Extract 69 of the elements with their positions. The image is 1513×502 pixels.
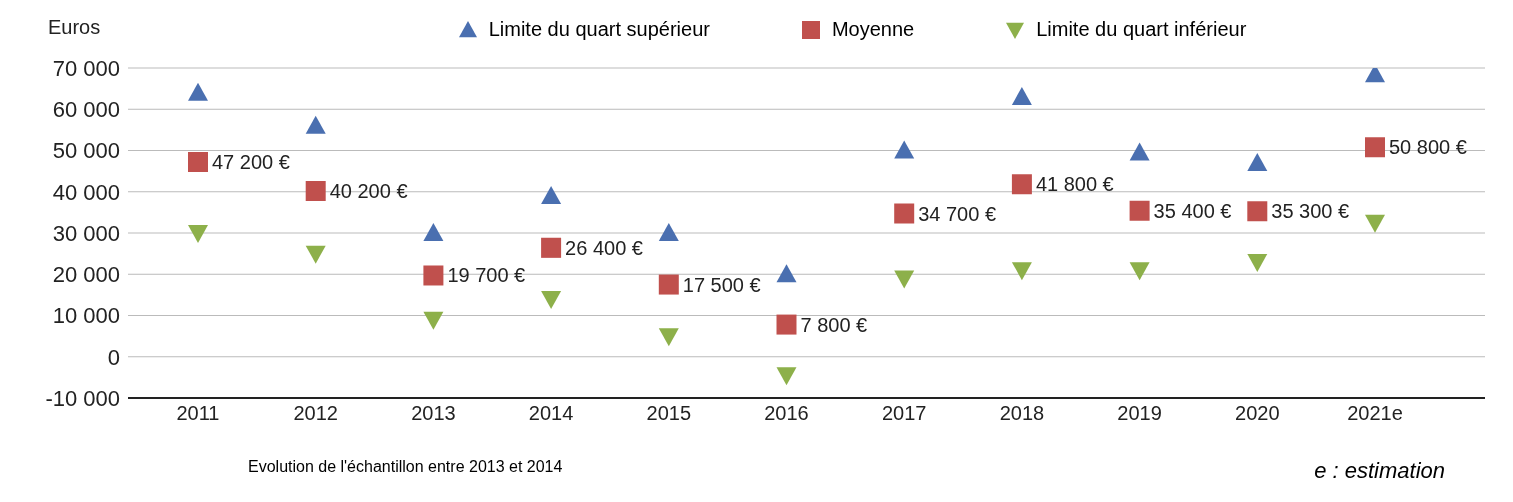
point (894, 270, 915, 289)
point (658, 274, 679, 295)
x-tick-label: 2012 (293, 402, 338, 425)
x-tick-label: 2018 (999, 402, 1045, 425)
point (305, 245, 326, 264)
point (541, 185, 562, 204)
point (894, 203, 915, 224)
point (1247, 152, 1268, 171)
point (1365, 137, 1385, 158)
data-label: 50 800 € (1389, 136, 1467, 159)
point (776, 314, 797, 335)
legend-label: Limite du quart supérieur (487, 18, 710, 41)
x-tick-label: 2019 (1117, 402, 1162, 425)
x-tick-label: 2017 (881, 402, 927, 425)
data-label: 35 400 € (1153, 199, 1232, 222)
data-label: 26 400 € (565, 236, 643, 259)
y-tick-label: 30 000 (52, 220, 120, 246)
point (658, 328, 679, 347)
y-axis-title: Euros (48, 16, 101, 39)
x-tick-label: 2020 (1235, 402, 1280, 425)
point (1247, 201, 1268, 222)
data-label: 17 500 € (682, 273, 761, 296)
text: Evolution de l'échantillon entre 2013 et 2014 (248, 458, 563, 477)
x-tick-label: 2021e (1347, 402, 1403, 425)
y-tick-label: -10 000 (45, 385, 120, 411)
point (1011, 262, 1032, 281)
point (1129, 142, 1150, 161)
point (894, 140, 915, 159)
point (1011, 86, 1032, 105)
data-label: 40 200 € (329, 179, 408, 202)
data-label: 7 800 € (800, 313, 868, 336)
y-tick-label: 20 000 (52, 262, 120, 288)
y-tick-label: 70 000 (52, 55, 120, 81)
x-tick-label: 2016 (764, 402, 809, 425)
point (188, 82, 208, 101)
point (423, 265, 444, 286)
point (305, 115, 326, 134)
y-tick-label: 40 000 (52, 179, 120, 205)
y-tick-label: 60 000 (52, 97, 120, 123)
point (541, 237, 562, 258)
data-label: 35 300 € (1271, 200, 1350, 223)
y-tick-label: 50 000 (52, 138, 120, 164)
y-tick-label: 10 000 (52, 303, 120, 329)
point (1129, 262, 1150, 281)
data-label: 41 800 € (1035, 173, 1114, 196)
text: e : estimation (1314, 458, 1445, 484)
point (423, 311, 444, 330)
point (1365, 214, 1385, 233)
point (776, 367, 797, 386)
data-label: 47 200 € (212, 151, 290, 174)
x-tick-label: 2015 (646, 402, 692, 425)
point (188, 152, 208, 173)
point (776, 264, 797, 283)
point (423, 223, 444, 241)
point (541, 291, 562, 309)
y-tick-label: 0 (107, 344, 120, 370)
data-label: 34 700 € (918, 202, 997, 225)
legend-label: Moyenne (830, 18, 915, 41)
point (188, 225, 208, 243)
x-tick-label: 2011 (176, 402, 220, 425)
x-tick-label: 2014 (528, 402, 574, 425)
point (1129, 200, 1150, 221)
point (1011, 174, 1032, 195)
point (305, 180, 326, 201)
point (1247, 253, 1268, 272)
x-tick-label: 2013 (411, 402, 456, 425)
data-label: 19 700 € (447, 264, 526, 287)
point (658, 223, 679, 241)
legend-label: Limite du quart inférieur (1035, 18, 1247, 41)
